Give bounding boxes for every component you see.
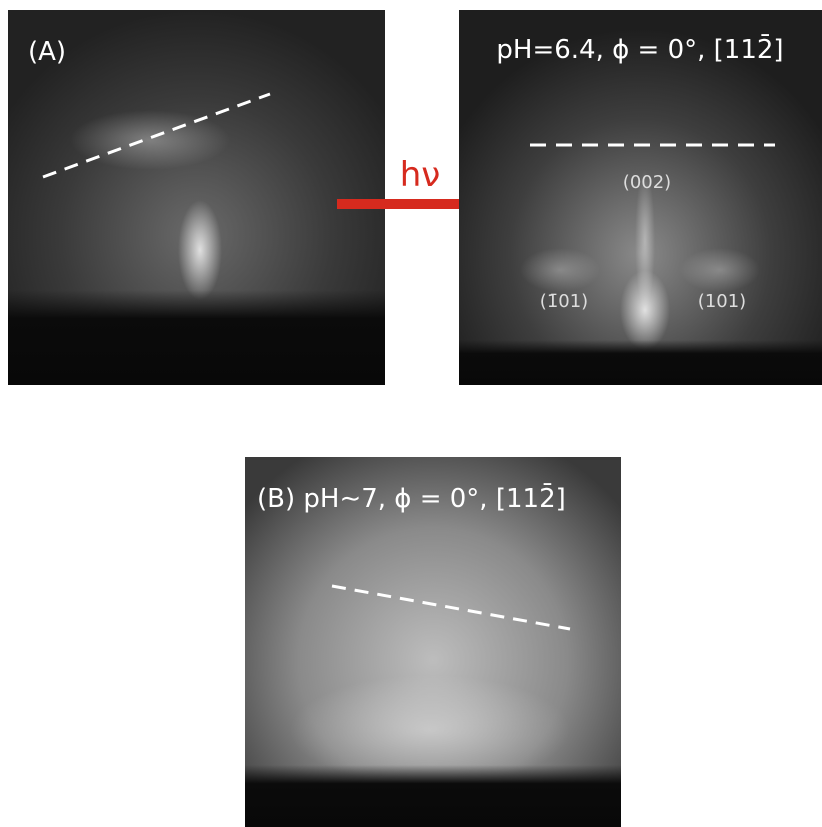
diffraction-spot xyxy=(680,248,760,292)
page: (A) hν pH=6.4, ϕ = 0°, [112̄] (002) (1̄0… xyxy=(0,0,822,827)
arrow-label: hν xyxy=(400,155,441,195)
shadow-edge xyxy=(459,340,822,385)
panel-a-after: pH=6.4, ϕ = 0°, [112̄] (002) (1̄01) (101… xyxy=(459,10,822,385)
shadow-edge xyxy=(245,765,621,827)
spot-label: (002) xyxy=(623,172,671,193)
panel-label: (A) xyxy=(28,37,66,67)
panel-label: (B) pH∼7, ϕ = 0°, [112̄] xyxy=(257,482,566,514)
diffraction-spot xyxy=(178,200,222,300)
figure: (A) hν pH=6.4, ϕ = 0°, [112̄] (002) (1̄0… xyxy=(0,0,822,827)
diffraction-spot xyxy=(520,248,600,292)
panel-b: (B) pH∼7, ϕ = 0°, [112̄] xyxy=(245,457,621,827)
spot-label: (1̄01) xyxy=(540,291,588,312)
panel-a: (A) xyxy=(8,10,385,385)
panel-label: pH=6.4, ϕ = 0°, [112̄] xyxy=(496,33,783,65)
shadow-edge xyxy=(8,290,385,385)
diffraction-streak xyxy=(70,110,230,170)
spot-label: (101) xyxy=(698,291,746,312)
